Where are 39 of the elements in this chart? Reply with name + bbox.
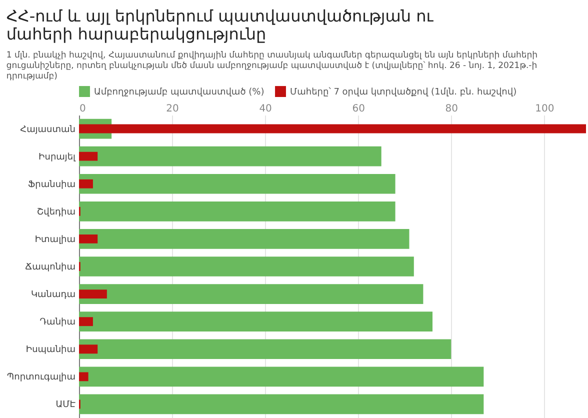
bar <box>79 290 107 299</box>
bar <box>79 124 586 134</box>
bar <box>79 312 433 332</box>
bar <box>79 394 484 414</box>
bar <box>79 344 98 354</box>
bar <box>79 174 396 194</box>
y-tick-label: Կանադա <box>30 290 76 300</box>
x-tick-label: 20 <box>166 104 179 114</box>
bar <box>79 179 93 188</box>
bar <box>79 339 452 360</box>
bar <box>79 152 98 161</box>
bar <box>79 372 88 382</box>
bar <box>79 317 93 326</box>
bar <box>79 146 382 166</box>
x-tick-label: 40 <box>259 104 272 114</box>
y-tick-label: Ֆրանսիա <box>28 180 76 190</box>
bar <box>79 234 98 244</box>
y-tick-label: Հայաստան <box>20 124 76 135</box>
x-tick-label: 0 <box>80 104 86 114</box>
y-tick-label: Պորտուգալիա <box>6 372 76 383</box>
y-tick-label: Ճապոնիա <box>25 262 76 272</box>
bar <box>79 201 396 222</box>
x-tick-label: 100 <box>535 104 554 114</box>
x-tick-label: 80 <box>445 104 458 114</box>
bar <box>79 284 424 304</box>
y-tick-label: ԱՄԷ <box>56 400 76 410</box>
y-tick-label: Իտալիա <box>34 234 76 245</box>
bar <box>79 229 410 249</box>
legend-label: Ամբողջությամբ պատվաստված (%) <box>94 88 264 98</box>
y-tick-label: Իսպանիա <box>26 345 76 356</box>
y-tick-label: Դանիա <box>40 318 76 328</box>
chart-title: ՀՀ-ում և այլ երկրներում պատվաստվածության ու մահերի հարաբերակցությունը <box>6 6 434 44</box>
x-tick-label: 60 <box>352 104 365 114</box>
legend-label: Մահերը՝ 7 օրվա կտրվածքով (1մլն. բն. հաշվով) <box>290 86 517 98</box>
bar <box>79 366 484 387</box>
chart-subtitle: 1 մլն. բնակչի հաշվով, Հայաստանում քովիդային մահերը տասնյակ անգամներ գերազանցել են այն երկրների մահերի ցուցանիշները, որտեղ բնակչության մեծ մասն ամբողջությամբ պատվաստված է (տվյալները՝ հոկ. 26 - նոյ. 1, 2021թ.-ի դրությամբ) <box>6 50 538 82</box>
bar <box>79 256 414 276</box>
y-tick-label: Շվեդիա <box>36 207 76 218</box>
y-tick-label: Իսրայել <box>38 152 76 162</box>
